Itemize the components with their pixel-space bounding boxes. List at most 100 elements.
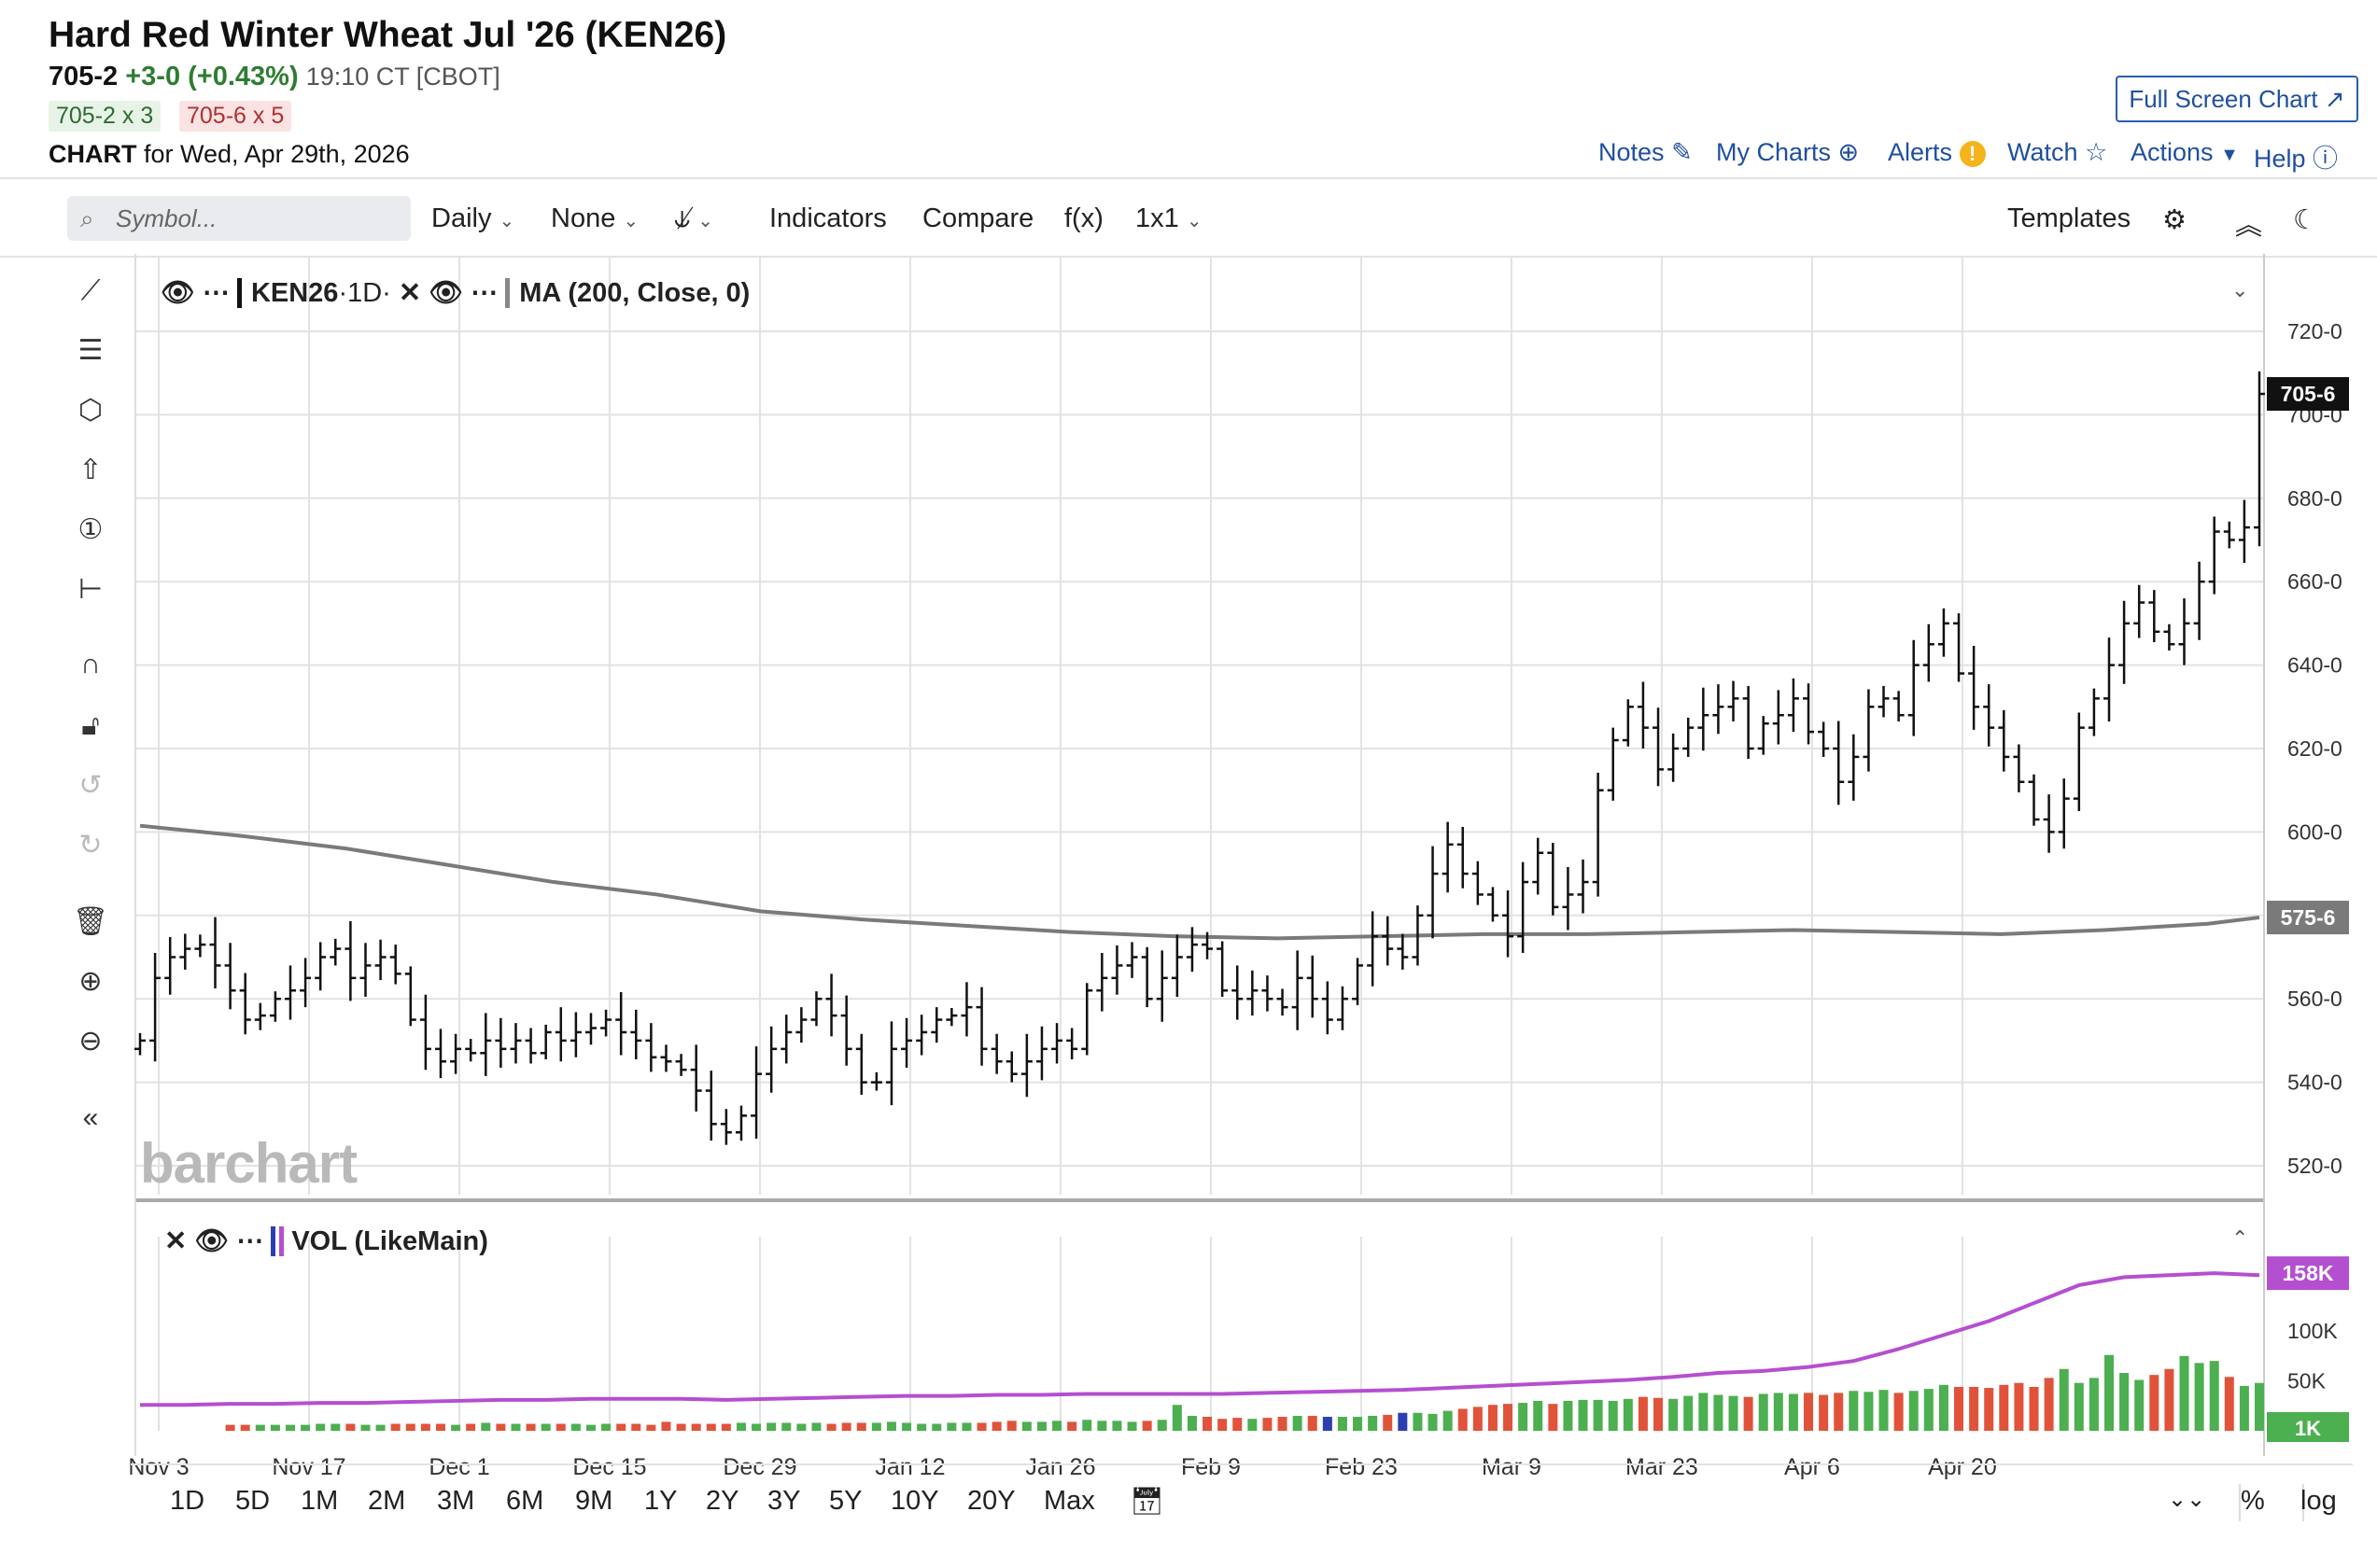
chevron-down-icon[interactable]: ⌄ xyxy=(2231,278,2249,301)
range-2y[interactable]: 2Y xyxy=(706,1486,739,1516)
eye-icon[interactable]: 👁︎ xyxy=(161,278,195,308)
more-icon[interactable]: ⋯ xyxy=(471,278,499,308)
close-icon[interactable]: ✕ xyxy=(398,278,422,308)
volume-bar xyxy=(375,1424,386,1431)
redo-icon[interactable]: ↻ xyxy=(78,830,103,861)
templates-button[interactable]: Templates xyxy=(2007,203,2131,233)
undo-icon[interactable]: ↺ xyxy=(78,770,103,801)
indicators-button[interactable]: Indicators xyxy=(769,203,887,233)
range-max[interactable]: Max xyxy=(1044,1486,1095,1516)
collapse-left-icon[interactable]: « xyxy=(82,1102,99,1133)
ask-badge: 705-6 x 5 xyxy=(179,101,292,132)
price-tick-label: 600-0 xyxy=(2287,819,2342,844)
price-tick-label: 540-0 xyxy=(2287,1071,2342,1095)
unlock-icon[interactable]: 🔓︎ xyxy=(81,710,100,741)
volume-badge-text: 158K xyxy=(2283,1261,2334,1285)
layout-dropdown[interactable]: 1x1 ⌄ xyxy=(1135,203,1203,234)
zoom-out-icon[interactable]: ⊖ xyxy=(78,1026,103,1057)
shape-tool-icon[interactable]: ⬡ xyxy=(77,395,104,426)
volume-bar xyxy=(826,1423,837,1431)
period-legend: ·1D· xyxy=(338,278,391,308)
volume-bar xyxy=(2239,1385,2249,1431)
chart-label: CHART xyxy=(49,140,137,168)
range-1d[interactable]: 1D xyxy=(170,1486,205,1516)
volume-bar xyxy=(1112,1421,1122,1431)
my-charts-link[interactable]: My Charts ⊕ xyxy=(1716,138,1859,167)
chevron-down-icon: ⌄ xyxy=(697,211,714,231)
price-bars xyxy=(134,371,2265,1145)
volume-bar xyxy=(570,1423,581,1431)
alerts-link[interactable]: Alerts ! xyxy=(1888,138,1986,167)
compare-button[interactable]: Compare xyxy=(922,203,1034,233)
volume-swatch: VOL (LikeMain) xyxy=(271,1226,488,1256)
eye-icon[interactable]: 👁︎ xyxy=(429,278,464,308)
more-icon[interactable]: ⋯ xyxy=(236,1226,264,1256)
range-10y[interactable]: 10Y xyxy=(891,1486,939,1516)
range-9m[interactable]: 9M xyxy=(575,1486,613,1516)
range-1m[interactable]: 1M xyxy=(301,1486,339,1516)
percent-toggle[interactable]: % xyxy=(2241,1486,2265,1516)
price-tick-label: 680-0 xyxy=(2287,486,2342,511)
arrow-tool-icon[interactable]: ⇧ xyxy=(78,455,103,485)
volume-bar xyxy=(255,1424,265,1431)
overlay-dropdown[interactable]: None ⌄ xyxy=(551,203,639,234)
volume-bar xyxy=(2104,1354,2115,1431)
volume-bar xyxy=(841,1422,851,1431)
volume-bar xyxy=(767,1422,777,1431)
annotation-tool-icon[interactable]: ① xyxy=(77,514,104,545)
range-2m[interactable]: 2M xyxy=(368,1486,406,1516)
date-tick-label: Jan 26 xyxy=(1025,1454,1095,1480)
magnet-icon[interactable]: ∩ xyxy=(80,649,101,679)
bar-type-dropdown[interactable]: ⫝̸ ⌄ xyxy=(674,203,713,234)
more-icon[interactable]: ⋯ xyxy=(202,278,230,308)
gear-icon[interactable]: ⚙ xyxy=(2162,205,2187,235)
collapse-up-icon[interactable]: ︽ xyxy=(2235,211,2263,241)
trash-icon[interactable]: 🗑︎ xyxy=(72,906,109,937)
symbol-legend: KEN26 xyxy=(236,278,339,308)
interval-dropdown[interactable]: Daily ⌄ xyxy=(431,203,514,234)
eye-icon[interactable]: 👁︎ xyxy=(194,1226,230,1256)
symbol-search[interactable]: ⌕ Symbol... xyxy=(67,196,411,241)
notes-link[interactable]: Notes ✎ xyxy=(1598,138,1693,167)
range-6m[interactable]: 6M xyxy=(506,1486,544,1516)
volume-bar xyxy=(1819,1394,1829,1431)
range-20y[interactable]: 20Y xyxy=(967,1486,1016,1516)
calendar-icon[interactable]: 📅︎ xyxy=(1130,1487,1164,1517)
line-tool-icon[interactable]: ⟋ xyxy=(80,275,101,306)
date-tick-label: Nov 3 xyxy=(128,1454,189,1480)
volume-bar xyxy=(1337,1417,1347,1431)
measure-tool-icon[interactable]: ⊢ xyxy=(77,574,104,605)
range-3m[interactable]: 3M xyxy=(437,1486,475,1516)
ma-legend: MA (200, Close, 0) xyxy=(505,278,751,308)
range-5y[interactable]: 5Y xyxy=(829,1486,863,1516)
range-3y[interactable]: 3Y xyxy=(767,1486,801,1516)
last-price-badge-text: 705-6 xyxy=(2281,382,2336,406)
double-chevron-down-icon[interactable]: ⌄⌄ xyxy=(2168,1487,2206,1512)
range-1y[interactable]: 1Y xyxy=(644,1486,678,1516)
zoom-in-icon[interactable]: ⊕ xyxy=(78,966,103,997)
help-link[interactable]: Help ⓘ xyxy=(2254,138,2338,175)
full-screen-chart-button[interactable]: Full Screen Chart ↗ xyxy=(2116,76,2358,122)
volume-bar xyxy=(1548,1404,1558,1431)
volume-bar xyxy=(1217,1419,1228,1431)
volume-bar xyxy=(1578,1399,1588,1431)
fib-tool-icon[interactable]: ☰ xyxy=(77,335,104,366)
watch-link[interactable]: Watch ☆ xyxy=(2007,138,2107,167)
volume-bar xyxy=(1668,1398,1679,1431)
chevron-up-icon[interactable]: ⌃ xyxy=(2231,1226,2249,1250)
range-5d[interactable]: 5D xyxy=(235,1486,271,1516)
volume-bar xyxy=(932,1423,942,1431)
log-toggle[interactable]: log xyxy=(2300,1486,2337,1516)
price-axis: 720-0700-0680-0660-0640-0620-0600-0580-0… xyxy=(2267,319,2349,1442)
search-input[interactable]: Symbol... xyxy=(116,204,218,232)
function-button[interactable]: f(x) xyxy=(1064,203,1104,233)
actions-menu[interactable]: Actions ▼ xyxy=(2131,138,2239,167)
interval-label: Daily xyxy=(431,203,492,233)
volume-bar xyxy=(1563,1400,1573,1431)
moon-icon[interactable]: ☾ xyxy=(2293,205,2317,235)
close-icon[interactable]: ✕ xyxy=(164,1226,188,1256)
volume-bar xyxy=(1683,1395,1694,1431)
volume-bar xyxy=(1457,1408,1468,1431)
last-price-badge xyxy=(2267,377,2349,412)
